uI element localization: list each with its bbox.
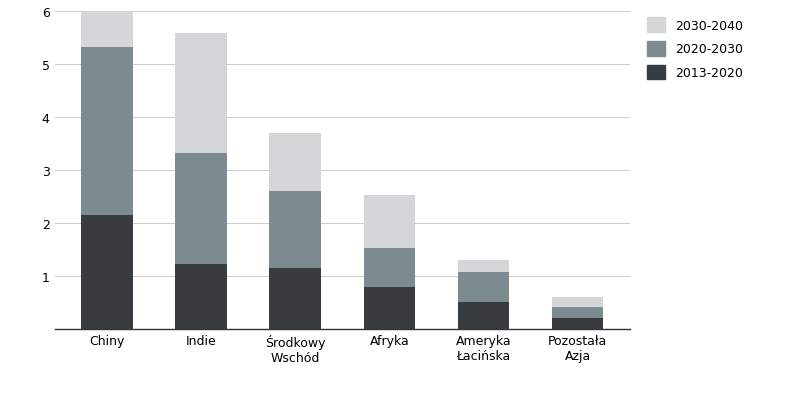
Bar xyxy=(176,34,227,154)
Bar xyxy=(364,288,416,329)
Bar xyxy=(552,308,604,318)
Bar xyxy=(457,302,509,329)
Bar xyxy=(81,215,133,329)
Bar xyxy=(552,297,604,308)
Bar xyxy=(81,12,133,47)
Bar xyxy=(176,154,227,264)
Bar xyxy=(364,248,416,288)
Bar xyxy=(364,195,416,248)
Bar xyxy=(269,192,321,268)
Bar xyxy=(457,272,509,302)
Bar xyxy=(457,260,509,272)
Bar xyxy=(176,264,227,329)
Legend: 2030-2040, 2020-2030, 2013-2020: 2030-2040, 2020-2030, 2013-2020 xyxy=(648,18,743,80)
Bar xyxy=(552,318,604,329)
Bar xyxy=(81,47,133,215)
Bar xyxy=(269,134,321,192)
Bar xyxy=(269,268,321,329)
